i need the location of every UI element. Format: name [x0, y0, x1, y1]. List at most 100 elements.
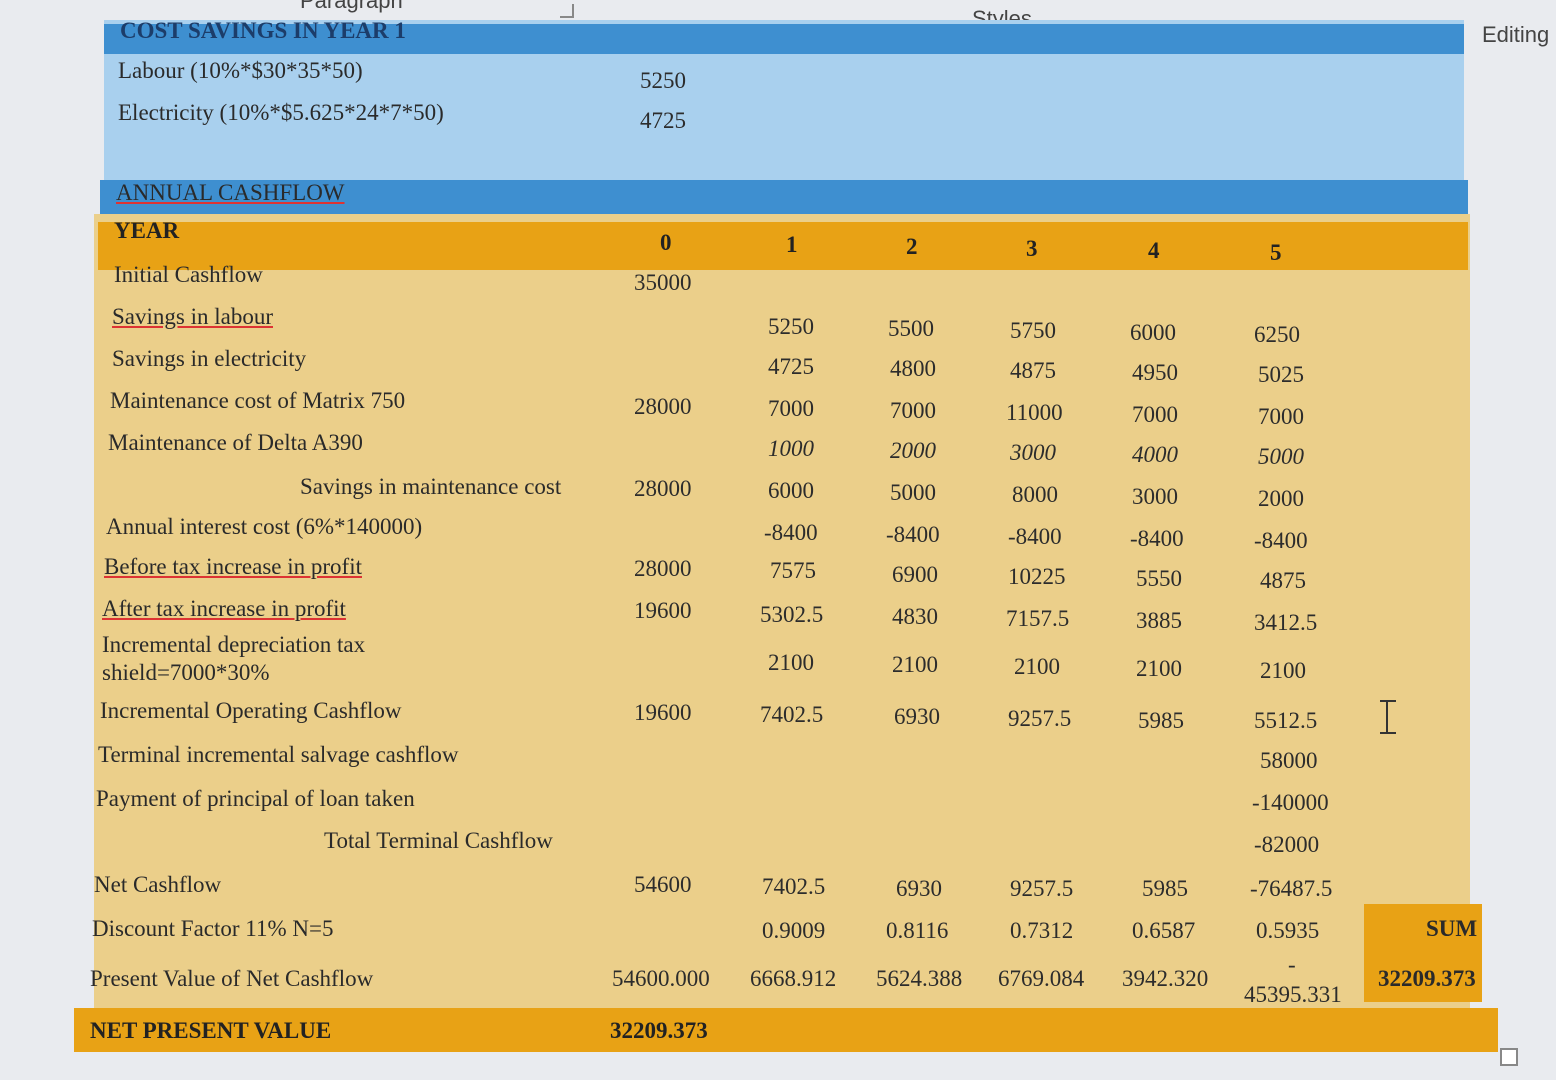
labour-value: 5250 [640, 68, 686, 93]
cell-totalterm-y5: -82000 [1254, 832, 1320, 857]
cell-df-y1: 0.9009 [762, 918, 826, 943]
year-5: 5 [1270, 240, 1282, 265]
cell-matrix-y0: 28000 [634, 394, 692, 419]
row-label-present-value: Present Value of Net Cashflow [90, 966, 374, 991]
cell-depr-y1: 2100 [768, 650, 814, 675]
cell-pv-y1: 6668.912 [750, 966, 837, 991]
row-label-terminal-salvage: Terminal incremental salvage cashflow [98, 742, 459, 767]
cell-savmaint-y5: 2000 [1258, 486, 1304, 511]
year-2: 2 [906, 234, 918, 259]
cell-aftertax-y5: 3412.5 [1254, 610, 1318, 635]
cell-incop-y1: 7402.5 [760, 702, 824, 727]
row-label-incremental-op: Incremental Operating Cashflow [100, 698, 402, 723]
cell-net-y1: 7402.5 [762, 874, 826, 899]
cell-beforetax-y2: 6900 [892, 562, 938, 587]
electricity-label: Electricity (10%*$5.625*24*7*50) [118, 100, 444, 125]
cost-savings-header-bar [104, 24, 1464, 54]
year-3: 3 [1026, 236, 1038, 261]
cell-pv-y0: 54600.000 [612, 966, 710, 991]
cell-savmaint-y1: 6000 [768, 478, 814, 503]
row-label-before-tax-text: Before tax increase in profit [104, 554, 362, 579]
cell-beforetax-y3: 10225 [1008, 564, 1066, 589]
cell-savmaint-y2: 5000 [890, 480, 936, 505]
row-label-net-cashflow: Net Cashflow [94, 872, 222, 897]
cell-net-y3: 9257.5 [1010, 876, 1074, 901]
cashflow-table-body [94, 214, 1470, 1014]
cell-labour-y4: 6000 [1130, 320, 1176, 345]
cell-savmaint-y4: 3000 [1132, 484, 1178, 509]
year-header-row [98, 222, 1468, 270]
row-label-savings-electricity: Savings in electricity [112, 346, 307, 371]
cell-aftertax-y0: 19600 [634, 598, 692, 623]
cell-savmaint-y0: 28000 [634, 476, 692, 501]
row-label-savings-maint: Savings in maintenance cost [300, 474, 562, 499]
cell-net-y2: 6930 [896, 876, 942, 901]
cell-delta-y3: 3000 [1010, 440, 1056, 465]
cell-elec-y3: 4875 [1010, 358, 1056, 383]
cell-matrix-y4: 7000 [1132, 402, 1178, 427]
cell-matrix-y1: 7000 [768, 396, 814, 421]
cell-matrix-y5: 7000 [1258, 404, 1304, 429]
cell-net-y4: 5985 [1142, 876, 1188, 901]
annual-cashflow-header-bar [100, 180, 1468, 214]
cell-interest-y4: -8400 [1130, 526, 1184, 551]
cell-beforetax-y1: 7575 [770, 558, 816, 583]
cell-elec-y4: 4950 [1132, 360, 1178, 385]
cell-elec-y2: 4800 [890, 356, 936, 381]
row-label-discount-factor: Discount Factor 11% N=5 [92, 916, 334, 941]
cell-incop-y4: 5985 [1138, 708, 1184, 733]
ribbon-paragraph-label: Paragraph [300, 0, 403, 13]
cell-incop-y2: 6930 [894, 704, 940, 729]
paragraph-dialog-launcher-icon[interactable] [560, 4, 574, 18]
row-label-after-tax: After tax increase in profit [102, 596, 346, 622]
annual-cashflow-title: ANNUAL CASHFLOW [116, 180, 345, 206]
npv-row [74, 1008, 1498, 1052]
year-1: 1 [786, 232, 798, 257]
npv-value: 32209.373 [610, 1018, 708, 1043]
cell-salvage-y5: 58000 [1260, 748, 1318, 773]
cell-matrix-y3: 11000 [1006, 400, 1063, 425]
npv-label: NET PRESENT VALUE [90, 1018, 332, 1043]
cell-initial-y0: 35000 [634, 270, 692, 295]
cell-interest-y2: -8400 [886, 522, 940, 547]
cell-beforetax-y4: 5550 [1136, 566, 1182, 591]
cell-df-y2: 0.8116 [886, 918, 949, 943]
cell-depr-y5: 2100 [1260, 658, 1306, 683]
cell-delta-y5: 5000 [1258, 444, 1304, 469]
cell-df-y4: 0.6587 [1132, 918, 1196, 943]
document-table: COST SAVINGS IN YEAR 1 Labour (10%*$30*3… [74, 0, 1498, 1052]
cell-net-y0: 54600 [634, 872, 692, 897]
cell-elec-y5: 5025 [1258, 362, 1304, 387]
year-0: 0 [660, 230, 672, 255]
cell-depr-y4: 2100 [1136, 656, 1182, 681]
row-label-depreciation: Incremental depreciation tax [102, 632, 366, 657]
cell-aftertax-y2: 4830 [892, 604, 938, 629]
year-label: YEAR [114, 218, 180, 243]
cell-labour-y2: 5500 [888, 316, 934, 341]
row-label-loan-principal: Payment of principal of loan taken [96, 786, 415, 811]
cell-depr-y3: 2100 [1014, 654, 1060, 679]
cell-labour-y5: 6250 [1254, 322, 1300, 347]
cell-labour-y3: 5750 [1010, 318, 1056, 343]
row-label-savings-labour: Savings in labour [112, 304, 273, 330]
ribbon-editing-label[interactable]: Editing [1482, 22, 1550, 47]
year-4: 4 [1148, 238, 1160, 263]
cell-interest-y1: -8400 [764, 520, 818, 545]
cell-savmaint-y3: 8000 [1012, 482, 1058, 507]
cell-aftertax-y4: 3885 [1136, 608, 1182, 633]
cell-beforetax-y0: 28000 [634, 556, 692, 581]
row-label-before-tax: Before tax increase in profit [104, 554, 362, 580]
row-label-maint-delta: Maintenance of Delta A390 [108, 430, 363, 455]
cell-depr-y2: 2100 [892, 652, 938, 677]
sum-label: SUM [1426, 916, 1478, 941]
cell-pv-y2: 5624.388 [876, 966, 963, 991]
cell-aftertax-y1: 5302.5 [760, 602, 824, 627]
cost-savings-title: COST SAVINGS IN YEAR 1 [120, 18, 406, 43]
cell-matrix-y2: 7000 [890, 398, 936, 423]
sum-cell [1364, 904, 1482, 1002]
cell-elec-y1: 4725 [768, 354, 814, 379]
status-checkbox[interactable] [1500, 1048, 1518, 1066]
cell-pv-y5: 45395.331 [1244, 982, 1342, 1007]
cell-df-y5: 0.5935 [1256, 918, 1320, 943]
cell-incop-y3: 9257.5 [1008, 706, 1072, 731]
